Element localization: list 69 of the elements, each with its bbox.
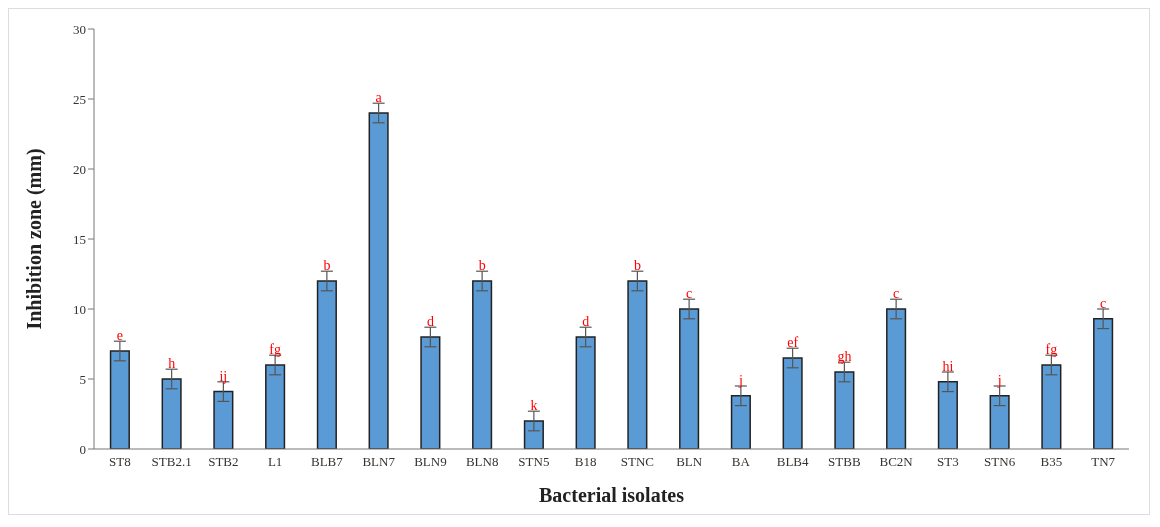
bar	[1041, 364, 1062, 449]
annotation: k	[530, 398, 538, 414]
bar	[420, 336, 441, 449]
annotation: fg	[1045, 342, 1058, 358]
annotation: b	[323, 258, 331, 274]
y-tick-label: 25	[73, 91, 86, 107]
x-tick-label: STBB	[828, 454, 861, 470]
x-axis-title: Bacterial isolates	[539, 484, 685, 506]
annotation: d	[426, 314, 434, 330]
bar	[316, 280, 337, 449]
y-tick-label: 0	[79, 441, 86, 457]
bar	[575, 336, 596, 449]
bar	[627, 280, 648, 449]
y-tick-label: 15	[73, 231, 86, 247]
annotation: j	[996, 373, 1002, 388]
x-tick-label: STN6	[984, 454, 1016, 470]
annotation: b	[478, 258, 486, 274]
x-tick-label: STB2.1	[151, 454, 192, 470]
x-tick-label: BC2N	[879, 454, 914, 470]
annotation: gh	[837, 349, 852, 365]
x-tick-label: ST8	[109, 454, 131, 470]
x-tick-label: TN7	[1091, 454, 1116, 470]
annotation: j	[737, 373, 743, 388]
bar	[989, 395, 1010, 449]
annotation: ef	[787, 335, 799, 351]
annotation: hi	[942, 359, 954, 374]
bar	[679, 308, 700, 449]
bar	[265, 364, 286, 449]
annotation: ij	[219, 368, 228, 384]
x-tick-label: STNC	[620, 454, 654, 470]
bar	[782, 357, 803, 449]
x-tick-label: BLB4	[776, 454, 810, 470]
x-tick-label: BLN9	[414, 454, 447, 470]
x-tick-label: B18	[574, 454, 597, 470]
y-axis-title: Inhibition zone (mm)	[23, 148, 47, 330]
bar	[1093, 318, 1114, 449]
x-tick-label: BLN7	[362, 454, 396, 470]
annotation: c	[893, 286, 900, 302]
annotation: fg	[269, 342, 281, 358]
x-tick-label: BLN	[676, 454, 703, 470]
x-tick-label: STB2	[208, 454, 239, 470]
annotation: h	[168, 356, 176, 372]
bar	[834, 371, 855, 449]
annotation: a	[375, 90, 383, 106]
x-tick-label: BLN8	[465, 454, 499, 470]
x-tick-label: B35	[1040, 454, 1063, 470]
bar	[213, 390, 234, 449]
annotation: c	[1100, 296, 1107, 311]
x-tick-label: BA	[731, 454, 751, 470]
y-tick-label: 20	[73, 161, 86, 177]
x-tick-label: BLB7	[310, 454, 344, 470]
bar	[368, 112, 389, 449]
bar	[523, 420, 544, 449]
annotation: d	[582, 314, 590, 330]
annotation: b	[633, 258, 641, 274]
bar	[472, 280, 493, 449]
bar	[937, 381, 958, 449]
x-tick-label: ST3	[937, 454, 959, 470]
annotation: c	[686, 286, 693, 302]
x-tick-label: STN5	[518, 454, 550, 470]
y-tick-label: 30	[73, 21, 86, 37]
y-tick-label: 5	[79, 371, 86, 387]
bar	[886, 308, 907, 449]
bar	[109, 350, 130, 449]
annotation: e	[116, 328, 123, 344]
bar	[730, 395, 751, 449]
y-tick-label: 10	[73, 301, 86, 317]
bar	[161, 378, 182, 449]
x-tick-label: L1	[267, 454, 283, 470]
